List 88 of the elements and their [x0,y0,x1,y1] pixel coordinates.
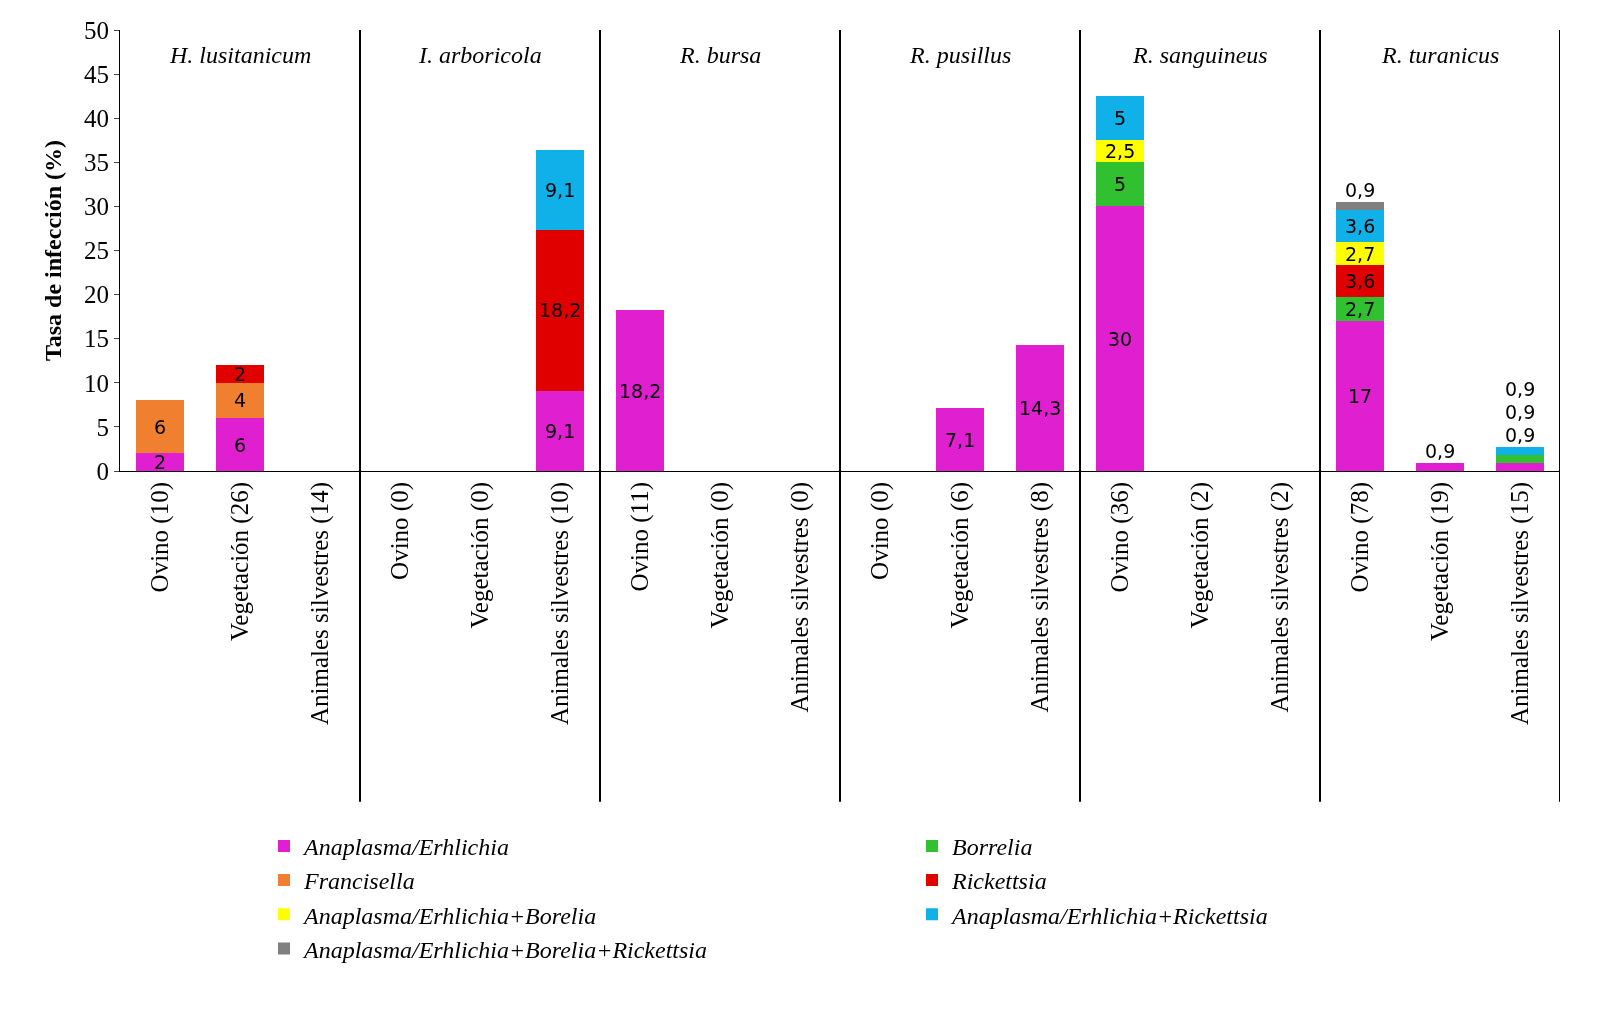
legend-label: Anaplasma/Erhlichia+Rickettsia [950,902,1268,929]
bar [216,365,264,383]
bar [1416,463,1464,471]
data-label: 0,9 [1505,401,1536,423]
x-tick-label: Vegetación (26) [226,482,255,641]
data-label: 30 [1108,328,1133,350]
bar [1096,96,1144,141]
y-tick-label: 45 [84,60,109,88]
data-label: 0,9 [1345,179,1376,201]
data-label: 0,9 [1505,378,1536,400]
data-label: 3,6 [1345,270,1376,292]
bar [136,400,184,454]
bar [616,310,664,471]
x-tick-label: Vegetación (0) [706,482,735,629]
bar [136,453,184,471]
y-tick-label: 20 [84,281,109,309]
annotation: R. pusillus [909,42,1012,68]
bar [216,382,264,419]
bar [536,149,584,231]
data-label: 0,9 [1505,424,1536,446]
y-tick-label: 15 [84,325,109,353]
data-label: 18,2 [539,299,582,321]
data-label: 5 [1114,107,1127,129]
y-tick-label: 35 [84,149,109,177]
data-label: 7,1 [945,429,976,451]
legend-label: Anaplasma/Erhlichia+Borelia+Rickettsia [302,936,708,963]
x-tick-label: Animales silvestres (0) [786,482,815,713]
x-tick-label: Animales silvestres (2) [1266,482,1295,713]
data-label: 2,5 [1105,140,1136,162]
bar [1096,162,1144,207]
data-label: 9,1 [545,179,576,201]
y-tick-label: 5 [96,413,109,441]
x-tick-label: Ovino (10) [146,482,175,593]
x-tick-label: Animales silvestres (8) [1026,482,1055,713]
y-tick-label: 50 [84,16,109,44]
data-label: 5 [1114,173,1127,195]
bar [1496,447,1544,456]
x-tick-label: Vegetación (19) [1426,482,1455,641]
legend-label: Anaplasma/Erhlichia+Borelia [302,902,597,929]
y-tick-label: 0 [96,457,109,485]
bar [1336,321,1384,471]
annotation: I. arboricola [418,42,542,68]
annotation: R. sanguineus [1132,42,1268,68]
annotation: R. bursa [679,42,762,68]
x-tick-label: Ovino (78) [1346,482,1375,593]
data-label: 2 [234,363,247,385]
x-tick-label: Ovino (0) [866,482,895,580]
y-tick-label: 30 [84,193,109,221]
bar [216,418,264,471]
bar [1496,463,1544,471]
data-label: 4 [234,389,247,411]
x-tick-label: Animales silvestres (14) [306,482,335,726]
data-label: 6 [234,434,247,456]
x-tick-label: Animales silvestres (15) [1506,482,1535,726]
x-tick-label: Ovino (0) [386,482,415,580]
data-label: 9,1 [545,420,576,442]
y-tick-label: 25 [84,237,109,265]
data-label: 3,6 [1345,215,1376,237]
bar [1336,201,1384,210]
bar [936,408,984,471]
x-tick-label: Vegetación (2) [1186,482,1215,629]
bar [1016,344,1064,471]
data-label: 18,2 [619,380,662,402]
legend-label: Anaplasma/Erhlichia [302,834,509,861]
y-tick-label: 10 [84,369,109,397]
legend-label: Borrelia [952,834,1033,861]
bar [1096,206,1144,471]
x-tick-label: Ovino (36) [1106,482,1135,593]
x-tick-label: Ovino (11) [626,482,655,592]
data-label: 0,9 [1425,440,1456,462]
legend-label: Francisella [303,868,415,895]
bar [1496,455,1544,464]
x-tick-label: Vegetación (0) [466,482,495,629]
data-label: 14,3 [1019,397,1062,419]
y-axis-title: Tasa de infección (%) [40,139,67,362]
data-label: 2,7 [1345,298,1376,320]
y-tick-label: 40 [84,104,109,132]
x-tick-label: Vegetación (6) [946,482,975,629]
x-tick-label: Animales silvestres (10) [546,482,575,726]
bar [536,230,584,391]
data-label: 2 [154,451,167,473]
data-label: 2,7 [1345,243,1376,265]
annotation: R. turanicus [1381,42,1500,68]
legend-label: Rickettsia [951,868,1047,895]
data-label: 17 [1348,385,1373,407]
annotation: H. lusitanicum [169,42,312,68]
data-label: 6 [154,416,167,438]
bar [536,390,584,471]
